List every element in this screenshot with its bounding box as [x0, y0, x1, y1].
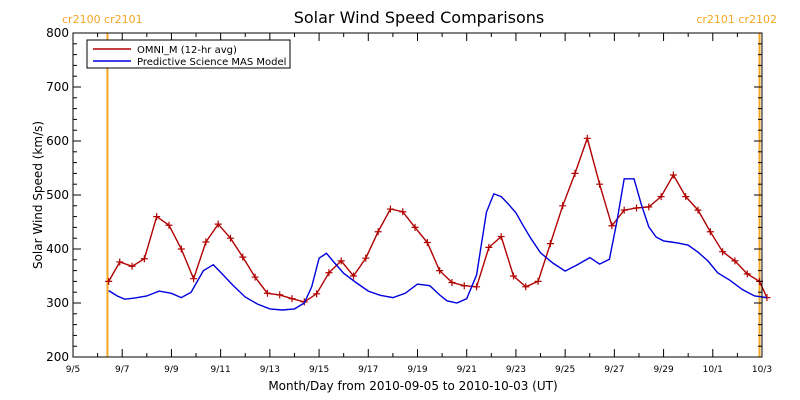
- series-line-0: [108, 135, 768, 303]
- legend-label-omni: OMNI_M (12-hr avg): [137, 45, 237, 56]
- series-line-1: [108, 178, 767, 311]
- x-tick-label-10: 9/25: [555, 365, 575, 375]
- x-axis-label: Month/Day from 2010-09-05 to 2010-10-03 …: [268, 379, 557, 393]
- series-point-0-47: [682, 193, 690, 201]
- series-point-0-35: [534, 277, 542, 285]
- series-point-0-19: [337, 257, 345, 265]
- series-point-0-22: [374, 228, 382, 236]
- series-point-0-3: [140, 255, 148, 263]
- x-tick-label-6: 9/17: [358, 365, 378, 375]
- series-point-0-52: [743, 270, 751, 278]
- series-point-0-6: [177, 245, 185, 253]
- series-point-0-10: [226, 234, 234, 242]
- x-tick-label-2: 9/9: [164, 365, 179, 375]
- series-point-0-24: [399, 208, 407, 216]
- x-tick-label-13: 10/1: [703, 365, 723, 375]
- x-tick-label-5: 9/15: [309, 365, 329, 375]
- legend-label-mas: Predictive Science MAS Model: [137, 57, 286, 68]
- series-point-0-1: [116, 258, 124, 266]
- x-tick-label-0: 9/5: [66, 365, 80, 375]
- x-tick-label-7: 9/19: [407, 365, 427, 375]
- series-point-0-51: [731, 257, 739, 265]
- series-point-0-36: [546, 240, 554, 248]
- x-tick-label-1: 9/7: [115, 365, 129, 375]
- axis-ticks: 200 300 400 500 600 700 800 9/5 9/7 9/9 9/11 9/13 9/…: [46, 26, 772, 375]
- y-tick-label-6: 800: [46, 26, 69, 40]
- series-point-0-0: [105, 277, 113, 285]
- marker-label-left: cr2100 cr2101: [62, 13, 143, 26]
- series-point-0-25: [411, 223, 419, 231]
- series-point-0-14: [276, 291, 284, 299]
- x-tick-label-8: 9/21: [457, 365, 477, 375]
- series-point-0-44: [645, 203, 653, 211]
- series-point-0-45: [657, 193, 665, 201]
- series-point-0-43: [633, 204, 641, 212]
- series-point-0-40: [596, 180, 604, 188]
- y-tick-label-4: 600: [46, 134, 69, 148]
- series-point-0-39: [583, 134, 591, 142]
- y-tick-label-5: 700: [46, 80, 69, 94]
- series-point-0-12: [251, 273, 259, 281]
- x-tick-label-4: 9/13: [260, 365, 280, 375]
- series-point-0-17: [313, 290, 321, 298]
- x-tick-label-9: 9/23: [506, 365, 526, 375]
- chart-title: Solar Wind Speed Comparisons: [294, 8, 545, 27]
- series-point-0-11: [239, 253, 247, 261]
- series-point-0-13: [263, 289, 271, 297]
- series-point-0-42: [620, 206, 628, 214]
- plot-area: [105, 33, 771, 357]
- legend-box: [86, 39, 291, 69]
- series-point-0-18: [325, 269, 333, 277]
- y-tick-label-1: 300: [46, 296, 69, 310]
- series-point-0-23: [386, 205, 394, 213]
- series-point-0-4: [153, 213, 161, 221]
- series-point-0-34: [522, 283, 530, 291]
- series-point-0-2: [128, 262, 136, 270]
- series-point-0-20: [350, 272, 358, 280]
- series-point-0-21: [362, 254, 370, 262]
- series-point-0-5: [165, 221, 173, 229]
- series-point-0-28: [448, 278, 456, 286]
- series-point-0-30: [473, 283, 481, 291]
- series-point-0-41: [608, 222, 616, 230]
- series-point-0-48: [694, 206, 702, 214]
- y-tick-label-0: 200: [46, 350, 69, 364]
- series-point-0-27: [436, 267, 444, 275]
- legend: OMNI_M (12-hr avg) Predictive Science MA…: [86, 39, 291, 69]
- series-point-0-31: [485, 243, 493, 251]
- x-tick-label-3: 9/11: [211, 365, 231, 375]
- series-point-0-50: [719, 248, 727, 256]
- series-point-0-49: [706, 228, 714, 236]
- series-point-0-15: [288, 295, 296, 303]
- series-point-0-26: [423, 239, 431, 247]
- series-point-0-33: [509, 272, 517, 280]
- series-point-0-9: [214, 220, 222, 228]
- series-point-0-37: [559, 202, 567, 210]
- y-tick-label-3: 500: [46, 188, 69, 202]
- x-tick-label-12: 9/29: [653, 365, 673, 375]
- x-tick-label-11: 9/27: [604, 365, 624, 375]
- plot-frame: [72, 32, 763, 358]
- series-point-0-8: [202, 238, 210, 246]
- series-point-0-38: [571, 169, 579, 177]
- y-tick-label-2: 400: [46, 242, 69, 256]
- series-point-0-46: [669, 171, 677, 179]
- y-axis-label: Solar Wind Speed (km/s): [31, 121, 45, 269]
- x-tick-label-14: 10/3: [752, 365, 772, 375]
- series-point-0-7: [190, 275, 198, 283]
- marker-label-right: cr2101 cr2102: [696, 13, 777, 26]
- series-point-0-32: [497, 233, 505, 241]
- series-point-0-29: [460, 282, 468, 290]
